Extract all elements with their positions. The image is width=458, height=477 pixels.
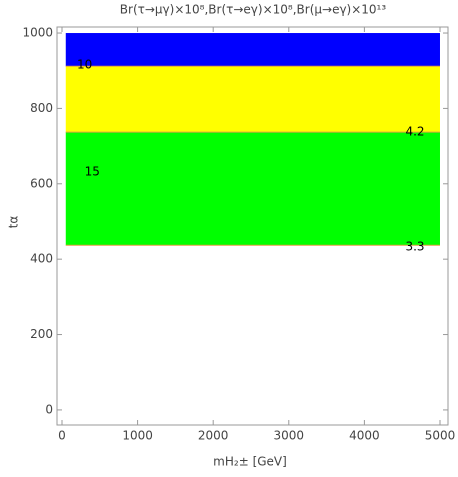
x-tick-label: 4000	[349, 429, 380, 443]
x-tick-label: 3000	[274, 429, 305, 443]
region-band	[65, 132, 440, 246]
x-tick-label: 1000	[122, 429, 153, 443]
y-axis-label: tα	[7, 216, 21, 229]
x-tick-label: 5000	[425, 429, 456, 443]
y-tick-label: 1000	[22, 26, 53, 40]
x-tick-label: 2000	[198, 429, 229, 443]
y-tick-label: 600	[30, 176, 53, 190]
contour-label: 3.3	[405, 240, 424, 254]
y-tick-label: 0	[45, 402, 53, 416]
contour-label: 4.2	[405, 125, 424, 139]
x-tick-label: 0	[58, 429, 66, 443]
contour-label: 10	[77, 58, 92, 72]
plot-frame	[56, 26, 449, 426]
x-axis-label: mH₂± [GeV]	[213, 455, 287, 469]
y-tick-label: 800	[30, 101, 53, 115]
contour-label: 15	[85, 165, 100, 179]
y-tick-label: 400	[30, 252, 53, 266]
region-band	[65, 33, 440, 67]
region-band	[65, 66, 440, 133]
y-tick-label: 200	[30, 327, 53, 341]
chart-title: Br(τ→μγ)×10⁸,Br(τ→eγ)×10⁸,Br(μ→eγ)×10¹³	[120, 3, 387, 17]
